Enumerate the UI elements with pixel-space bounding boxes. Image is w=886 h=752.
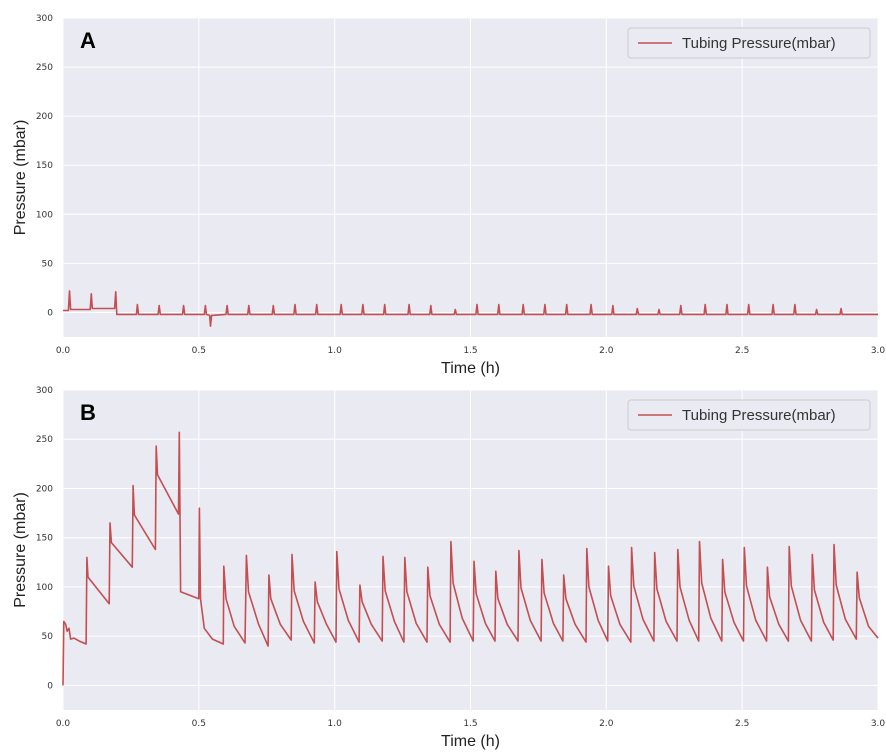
- x-tick-label: 3.0: [871, 719, 886, 729]
- y-axis-label: Pressure (mbar): [12, 492, 29, 608]
- y-tick-label: 150: [36, 161, 53, 171]
- x-tick-label: 2.5: [735, 719, 749, 729]
- y-axis-label: Pressure (mbar): [12, 120, 29, 236]
- y-tick-label: 0: [47, 681, 53, 691]
- x-tick-label: 3.0: [871, 346, 886, 356]
- legend-box: [627, 27, 871, 59]
- x-tick-label: 0.5: [192, 346, 206, 356]
- legend: Tubing Pressure(mbar): [627, 27, 871, 59]
- series-line-tubing-pressure: [63, 290, 878, 327]
- legend-box: [627, 399, 871, 431]
- x-tick-label: 1.5: [463, 346, 477, 356]
- y-tick-label: 300: [36, 14, 53, 24]
- legend: Tubing Pressure(mbar): [627, 399, 871, 431]
- legend-label: Tubing Pressure(mbar): [682, 35, 836, 52]
- x-tick-label: 2.0: [599, 719, 614, 729]
- x-tick-label: 0.0: [56, 719, 71, 729]
- y-tick-label: 100: [36, 210, 53, 220]
- panel-b: 0.0 0.5 1.0 1.5 2.0 2.5 3.0 0 50 100 150 200 250 300 T…: [12, 386, 885, 750]
- x-axis-label: Time (h): [441, 360, 500, 377]
- legend-label: Tubing Pressure(mbar): [682, 407, 836, 424]
- y-tick-label: 200: [36, 484, 53, 494]
- y-tick-label: 0: [47, 308, 53, 318]
- series-line-tubing-pressure: [62, 431, 879, 686]
- x-tick-label: 1.0: [328, 719, 343, 729]
- y-tick-label: 150: [36, 534, 53, 544]
- panel-letter: A: [80, 28, 96, 53]
- y-tick-label: 100: [36, 583, 53, 593]
- panel-letter: B: [80, 400, 96, 425]
- x-tick-label: 0.5: [192, 719, 206, 729]
- x-tick-label: 2.5: [735, 346, 749, 356]
- y-tick-label: 250: [36, 435, 53, 445]
- x-axis-label: Time (h): [441, 733, 500, 750]
- x-tick-label: 1.5: [463, 719, 477, 729]
- y-tick-label: 50: [42, 259, 54, 269]
- y-tick-label: 50: [42, 632, 54, 642]
- x-tick-label: 1.0: [328, 346, 343, 356]
- y-tick-label: 300: [36, 386, 53, 396]
- x-tick-label: 0.0: [56, 346, 71, 356]
- y-tick-label: 200: [36, 112, 53, 122]
- x-tick-label: 2.0: [599, 346, 614, 356]
- panel-a: 0.0 0.5 1.0 1.5 2.0 2.5 3.0 0 50 100 150 200 250 300 T…: [12, 14, 885, 377]
- y-tick-label: 250: [36, 63, 53, 73]
